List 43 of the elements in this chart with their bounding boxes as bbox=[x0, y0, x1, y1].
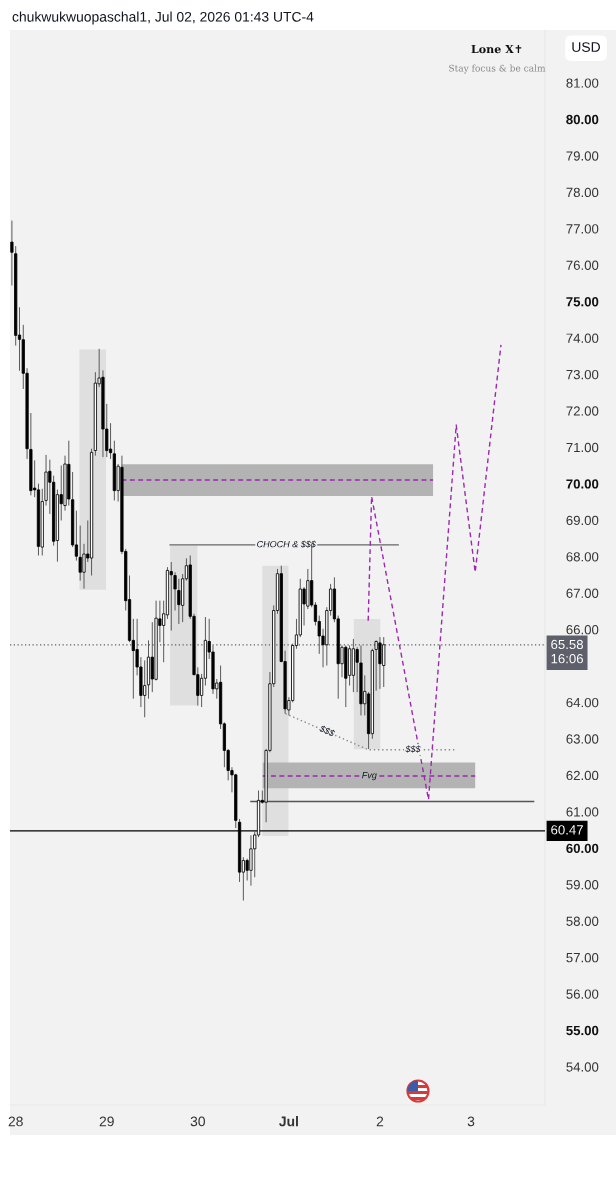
y-tick-label: 58.00 bbox=[566, 916, 599, 926]
y-tick-label: 64.00 bbox=[566, 697, 599, 708]
annotation: CHOCH & $$$ bbox=[257, 540, 316, 548]
y-tick-label: 76.00 bbox=[566, 260, 599, 270]
y-tick-label: 74.00 bbox=[566, 333, 599, 343]
y-tick-label: 67.00 bbox=[566, 588, 599, 598]
y-tick-label: 81.00 bbox=[566, 78, 599, 88]
y-tick-label: 57.00 bbox=[566, 952, 599, 963]
y-tick-label: 75.00 bbox=[566, 297, 599, 307]
x-tick-label: Jul bbox=[279, 1116, 298, 1127]
y-tick-label: 78.00 bbox=[566, 187, 599, 198]
y-axis-title: USD bbox=[572, 42, 600, 52]
y-tick-label: 73.00 bbox=[566, 369, 599, 380]
x-tick-label: 28 bbox=[8, 1116, 23, 1127]
y-tick-label: 54.00 bbox=[566, 1062, 599, 1072]
y-tick-label: 72.00 bbox=[566, 406, 599, 416]
ref-line-label: 65.58 16:06 bbox=[551, 639, 583, 664]
y-tick-label: 62.00 bbox=[566, 770, 599, 781]
annotation: Lone X✝ bbox=[471, 44, 522, 54]
x-tick-label: 29 bbox=[99, 1116, 114, 1127]
x-tick-label: 30 bbox=[190, 1116, 205, 1127]
annotation: $$$ bbox=[318, 724, 336, 738]
chart-title: chukwukwuopaschal1, Jul 02, 2026 01:43 UTC-4 bbox=[12, 11, 314, 25]
y-tick-label: 68.00 bbox=[566, 552, 599, 562]
y-tick-label: 79.00 bbox=[566, 151, 599, 161]
y-tick-label: 77.00 bbox=[566, 224, 599, 234]
y-tick-label: 66.00 bbox=[566, 625, 599, 635]
y-tick-label: 71.00 bbox=[566, 442, 599, 453]
annotation: $$$ bbox=[405, 745, 421, 753]
y-tick-label: 59.00 bbox=[566, 880, 599, 890]
y-tick-label: 80.00 bbox=[566, 114, 599, 125]
y-tick-label: 69.00 bbox=[566, 515, 599, 526]
annotation: Fvg bbox=[362, 772, 377, 781]
y-tick-label: 61.00 bbox=[566, 807, 599, 817]
x-tick-label: 3 bbox=[467, 1116, 475, 1127]
y-tick-label: 56.00 bbox=[566, 989, 599, 999]
y-tick-label: 60.00 bbox=[566, 843, 599, 853]
y-tick-label: 70.00 bbox=[566, 479, 599, 489]
y-tick-label: 63.00 bbox=[566, 734, 599, 744]
annotation: Stay focus & be calm bbox=[449, 64, 546, 74]
x-tick-label: 2 bbox=[376, 1116, 384, 1127]
ref-line-label: 60.47 bbox=[551, 825, 583, 835]
y-tick-label: 55.00 bbox=[566, 1025, 599, 1036]
